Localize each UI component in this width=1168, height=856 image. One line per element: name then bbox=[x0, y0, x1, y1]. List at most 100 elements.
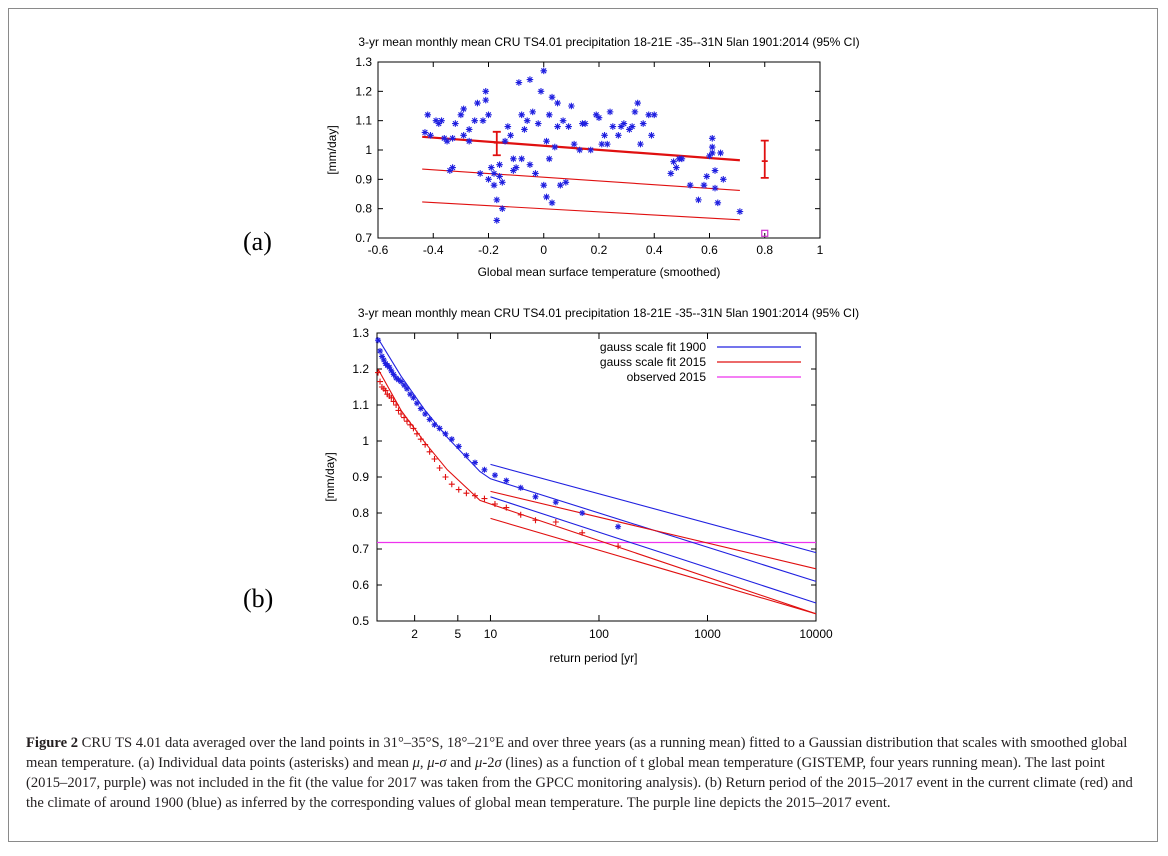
panel-b-x-tick-label: 10 bbox=[484, 627, 498, 641]
panel-a-data-point bbox=[595, 114, 603, 122]
panel-b-point-2015 bbox=[615, 543, 622, 550]
panel-a-label: (a) bbox=[243, 227, 272, 256]
panel-b-point-1900 bbox=[380, 357, 387, 363]
panel-b-point-2015 bbox=[401, 414, 408, 421]
caption-mu-1: μ bbox=[412, 755, 420, 771]
panel-b-fit-1900-line bbox=[377, 338, 817, 582]
panel-a-data-point bbox=[479, 117, 487, 124]
panel-a-y-tick-label: 0.7 bbox=[355, 231, 372, 245]
panel-a-data-point bbox=[521, 126, 528, 133]
panel-a-data-point bbox=[465, 126, 473, 133]
panel-a-data-point bbox=[670, 158, 677, 166]
panel-a-data-point bbox=[446, 167, 454, 174]
panel-a-data-point bbox=[717, 149, 724, 157]
panel-a-x-tick-label: 0.4 bbox=[646, 243, 663, 257]
panel-a-data-point bbox=[438, 117, 445, 124]
panel-a-data-point bbox=[637, 140, 644, 148]
panel-a-data-point bbox=[592, 111, 600, 119]
panel-b-point-2015 bbox=[417, 436, 424, 443]
panel-a-data-point bbox=[631, 108, 639, 116]
panel-b-point-2015 bbox=[503, 504, 510, 511]
panel-a-x-tick-label: -0.6 bbox=[368, 243, 389, 257]
panel-a-data-point bbox=[703, 173, 711, 180]
panel-b-point-1900 bbox=[448, 436, 455, 443]
panel-a-fit-line bbox=[422, 168, 740, 192]
panel-b-point-1900 bbox=[417, 405, 424, 412]
panel-b-y-tick-label: 1.1 bbox=[352, 398, 369, 412]
panel-b-point-2015 bbox=[410, 425, 417, 432]
panel-a-data-point bbox=[650, 111, 658, 119]
panel-b-legend-label: gauss scale fit 1900 bbox=[600, 340, 706, 354]
panel-b-point-2015 bbox=[481, 495, 488, 502]
panel-b-point-2015 bbox=[382, 387, 389, 394]
panel-a-data-point bbox=[540, 181, 548, 189]
panel-a-y-axis-label: [mm/day] bbox=[325, 125, 339, 174]
panel-b-point-2015 bbox=[517, 511, 524, 518]
panel-a-data-point bbox=[482, 88, 490, 95]
panel-a-data-point bbox=[548, 93, 556, 101]
panel-b-point-1900 bbox=[431, 421, 438, 428]
panel-b-point-1900 bbox=[615, 523, 622, 530]
panel-a-data-point bbox=[551, 143, 559, 151]
panel-b-x-tick-label: 1000 bbox=[694, 627, 721, 641]
caption-text-4: and bbox=[446, 755, 475, 771]
panel-b-point-2015 bbox=[393, 402, 400, 408]
panel-b-point-2015 bbox=[448, 481, 455, 488]
panel-a-data-point bbox=[545, 155, 553, 163]
panel-a-data-point bbox=[667, 170, 675, 177]
panel-a-data-point bbox=[490, 170, 498, 177]
panel-a-data-point bbox=[603, 140, 611, 148]
panel-b-point-2015 bbox=[388, 394, 395, 401]
panel-a-data-point bbox=[736, 208, 744, 215]
panel-b-x-axis-label: return period [yr] bbox=[549, 651, 637, 665]
panel-b-x-tick-label: 10000 bbox=[799, 627, 833, 641]
panel-a-data-point bbox=[615, 132, 622, 139]
panel-a-data-point bbox=[634, 99, 641, 107]
figure-frame bbox=[8, 8, 1158, 842]
panel-a-data-point bbox=[581, 120, 589, 127]
panel-b-x-tick-label: 5 bbox=[454, 627, 461, 641]
panel-a-data-point bbox=[711, 184, 719, 192]
panel-a-data-point bbox=[598, 140, 606, 148]
panel-b-point-1900 bbox=[407, 391, 414, 398]
panel-a-data-point bbox=[540, 67, 548, 75]
panel-a-data-point bbox=[476, 170, 484, 177]
panel-b-point-1900 bbox=[422, 411, 429, 417]
panel-b-point-1900 bbox=[377, 348, 384, 354]
panel-a-observed-point bbox=[761, 229, 769, 237]
panel-b-point-1900 bbox=[410, 394, 417, 401]
panel-a-data-point bbox=[499, 178, 506, 186]
panel-b-point-1900 bbox=[386, 364, 393, 371]
panel-a-chart: 3-yr mean monthly mean CRU TS4.01 precip… bbox=[325, 35, 860, 279]
panel-a-data-point bbox=[518, 155, 525, 163]
panel-a-data-point bbox=[501, 137, 509, 145]
panel-b-point-1900 bbox=[442, 430, 449, 437]
panel-b-point-2015 bbox=[463, 490, 470, 497]
panel-a-data-point bbox=[708, 134, 716, 142]
panel-a-data-point bbox=[465, 137, 473, 145]
panel-a-data-point bbox=[695, 196, 702, 204]
caption-lead: Figure 2 bbox=[26, 735, 79, 751]
panel-a-data-point bbox=[424, 111, 432, 119]
panel-b-point-1900 bbox=[390, 371, 397, 378]
panel-a-data-point bbox=[493, 217, 501, 224]
panel-b-point-2015 bbox=[579, 529, 586, 536]
panel-b-point-1900 bbox=[455, 443, 462, 450]
panel-a-data-point bbox=[601, 132, 608, 139]
panel-a-y-tick-label: 0.8 bbox=[355, 202, 372, 216]
panel-a-data-point bbox=[537, 88, 545, 95]
panel-a-data-point bbox=[523, 117, 531, 124]
panel-a-data-point bbox=[606, 108, 614, 116]
panel-a-data-point bbox=[548, 199, 556, 207]
panel-b-y-tick-label: 1 bbox=[362, 434, 369, 448]
panel-b-point-1900 bbox=[552, 499, 559, 506]
panel-a-title: 3-yr mean monthly mean CRU TS4.01 precip… bbox=[358, 35, 859, 49]
panel-b-point-2015 bbox=[532, 517, 539, 524]
caption-mu-2: μ bbox=[427, 755, 435, 771]
panel-a-y-tick-label: 1 bbox=[365, 143, 372, 157]
panel-b-title: 3-yr mean monthly mean CRU TS4.01 precip… bbox=[358, 306, 859, 320]
panel-b-point-1900 bbox=[517, 484, 524, 491]
panel-a-data-point bbox=[493, 196, 501, 204]
panel-a-data-point bbox=[543, 193, 550, 201]
panel-a-data-point bbox=[700, 181, 708, 189]
